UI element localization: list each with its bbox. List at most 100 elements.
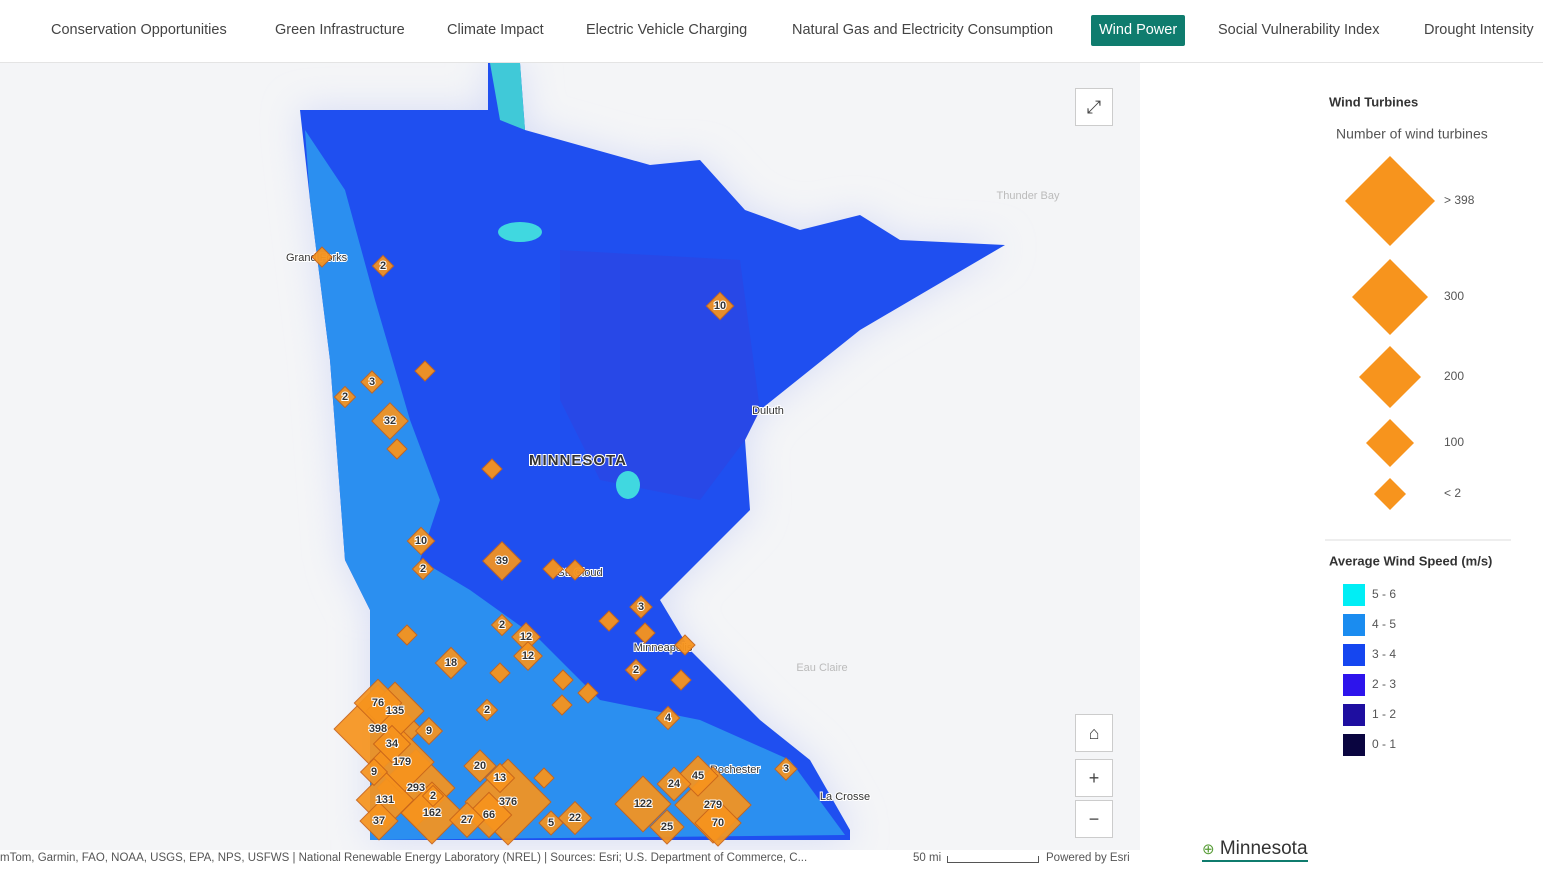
legend-symbol	[1345, 156, 1435, 246]
place-label: MINNESOTA	[529, 452, 627, 469]
small-marker	[598, 610, 620, 632]
marker-label: 2	[499, 619, 505, 631]
marker-label: 122	[634, 798, 652, 810]
legend-symbol	[1366, 419, 1414, 467]
legend-swatch	[1343, 584, 1365, 606]
marker-label: 22	[569, 812, 581, 824]
legend-symbol	[1374, 478, 1406, 510]
turbine-marker	[465, 791, 513, 839]
marker-label: 32	[384, 415, 396, 427]
turbine-marker	[624, 658, 648, 682]
small-marker	[552, 669, 574, 691]
turbine-marker	[614, 775, 672, 833]
turbine-marker	[513, 641, 543, 671]
marker-label: 12	[520, 631, 532, 643]
turbine-marker	[656, 766, 692, 802]
nav-tab[interactable]: Climate Impact	[447, 22, 544, 38]
lake	[498, 222, 542, 242]
marker-label: 70	[712, 817, 724, 829]
legend-label: 0 - 1	[1372, 737, 1396, 751]
nav-tab[interactable]: Green Infrastructure	[275, 22, 405, 38]
small-marker	[564, 559, 586, 581]
small-marker	[634, 622, 656, 644]
marker-label: 2	[484, 704, 490, 716]
legend-label: 5 - 6	[1372, 587, 1396, 601]
turbine-marker	[414, 716, 444, 746]
marker-label: 162	[423, 807, 441, 819]
nav-tab[interactable]: Electric Vehicle Charging	[586, 22, 748, 38]
nav-tab[interactable]: Wind Power	[1091, 15, 1186, 46]
legend-swatch	[1343, 674, 1365, 696]
marker-label: 39	[496, 555, 508, 567]
marker-label: 5	[548, 817, 554, 829]
turbine-marker	[360, 370, 384, 394]
marker-label: 34	[386, 738, 399, 750]
zoom-out-button[interactable]: −	[1075, 800, 1113, 838]
nav-tab[interactable]: Drought Intensity	[1424, 22, 1534, 38]
location-link[interactable]: ⊕ Minnesota	[1202, 838, 1308, 862]
nav-bar: Conservation Opportunities Green Infrastr…	[0, 0, 1543, 63]
turbine-marker	[359, 801, 399, 841]
marker-label: 25	[661, 821, 673, 833]
marker-label: 3	[783, 763, 789, 775]
marker-label: 18	[445, 657, 457, 669]
place-label: La Crosse	[820, 791, 870, 803]
small-marker	[311, 246, 333, 268]
legend-title: Wind Turbines	[1329, 94, 1418, 109]
turbine-marker	[434, 646, 468, 680]
turbine-marker	[371, 254, 395, 278]
nav-tab[interactable]: Conservation Opportunities	[51, 22, 227, 38]
turbine-marker	[371, 402, 409, 440]
marker-label: 398	[369, 723, 387, 735]
turbine-marker	[538, 810, 564, 836]
legend-swatch	[1343, 614, 1365, 636]
place-label: Thunder Bay	[997, 190, 1060, 202]
turbine-marker	[557, 800, 593, 836]
location: Minnesota	[1219, 838, 1308, 859]
turbine-marker	[629, 595, 653, 619]
turbine-marker	[359, 757, 389, 787]
marker-label: 27	[461, 814, 473, 826]
small-marker	[577, 682, 599, 704]
marker-label: 66	[483, 809, 495, 821]
map-footer: mTom, Garmin, FAO, NOAA, USGS, EPA, NPS,…	[0, 850, 1140, 869]
marker-label: 2	[430, 790, 436, 802]
marker-label: 13	[494, 772, 506, 784]
legend-label: 4 - 5	[1372, 617, 1396, 631]
marker-label: 293	[407, 782, 425, 794]
marker-label: 135	[386, 705, 404, 717]
nav-tab[interactable]: Social Vulnerability Index	[1218, 22, 1380, 38]
marker-label: 20	[474, 760, 486, 772]
legend-label: 200	[1444, 369, 1464, 383]
nav-tab[interactable]: Natural Gas and Electricity Consumption	[792, 22, 1054, 38]
marker-label: 131	[376, 794, 394, 806]
marker-label: 45	[692, 770, 704, 782]
marker-label: 279	[704, 799, 722, 811]
legend: Wind Turbines Number of wind turbines Av…	[1325, 90, 1511, 766]
turbine-marker	[475, 698, 499, 722]
turbine-marker	[649, 809, 685, 845]
small-marker	[670, 669, 692, 691]
small-marker	[386, 438, 408, 460]
zoom-in-button[interactable]: +	[1075, 759, 1113, 797]
powered-by: Powered by Esri	[1046, 852, 1130, 864]
marker-label: 10	[415, 535, 427, 547]
attribution: mTom, Garmin, FAO, NOAA, USGS, EPA, NPS,…	[0, 852, 808, 864]
lake	[490, 63, 525, 130]
marker-label: 179	[393, 756, 411, 768]
marker-label: 4	[665, 712, 672, 724]
marker-label: 3	[369, 376, 375, 388]
turbine-marker	[448, 801, 486, 839]
small-marker	[414, 360, 436, 382]
home-button[interactable]: ⌂	[1075, 714, 1113, 752]
marker-label: 12	[522, 650, 534, 662]
small-marker	[542, 558, 564, 580]
marker-label: 37	[373, 815, 385, 827]
expand-button[interactable]: ⤢	[1075, 88, 1113, 126]
icon: ⊕	[1202, 841, 1215, 858]
scale-bar	[947, 856, 1039, 863]
legend-swatch	[1343, 704, 1365, 726]
marker-label: 376	[499, 796, 517, 808]
marker-label: 76	[372, 697, 384, 709]
